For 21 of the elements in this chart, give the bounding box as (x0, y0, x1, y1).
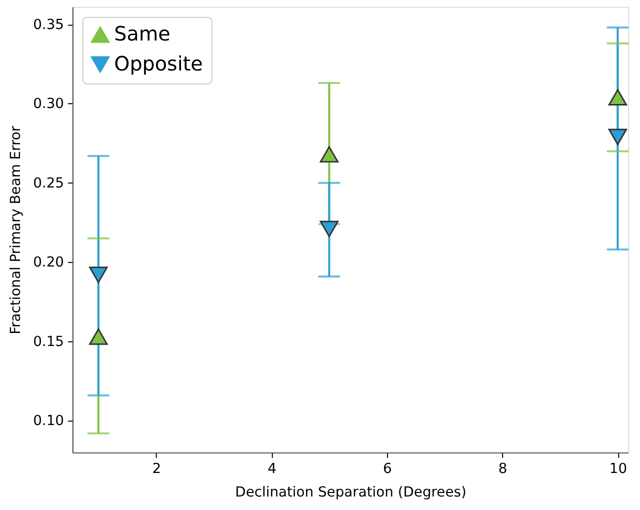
x-tick-label: 8 (498, 460, 508, 477)
x-tick-label: 4 (268, 460, 277, 477)
legend-label: Opposite (114, 52, 203, 76)
point (89, 328, 108, 345)
x-tick-label: 2 (152, 460, 162, 477)
y-tick-label: 0.35 (33, 16, 64, 33)
y-tick-label: 0.20 (33, 254, 64, 271)
y-tick-label: 0.30 (33, 96, 64, 112)
y-axis-title: Fractional Primary Beam Error (8, 126, 24, 334)
point (608, 89, 628, 106)
y-tick-label: 0.10 (33, 413, 64, 430)
point (89, 266, 108, 284)
legend-label: Same (114, 22, 170, 46)
point (608, 128, 628, 146)
x-axis-title: Declination Separation (Degrees) (235, 484, 466, 501)
point (320, 146, 339, 163)
y-tick-label: 0.25 (33, 175, 64, 192)
x-tick-label: 10 (609, 460, 628, 477)
y-tick-label: 0.15 (33, 334, 64, 350)
x-tick-label: 6 (382, 460, 392, 477)
point (320, 220, 339, 238)
